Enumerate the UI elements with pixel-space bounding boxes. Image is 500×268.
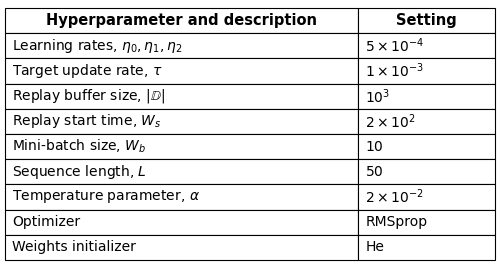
Bar [358,134,495,159]
Text: Sequence length, $L$: Sequence length, $L$ [12,163,147,181]
Text: $5 \times 10^{-4}$: $5 \times 10^{-4}$ [366,36,424,55]
Text: RMSprop: RMSprop [366,215,428,229]
Text: He: He [366,240,384,254]
Bar [5,159,358,184]
Bar [5,58,358,84]
Text: $1 \times 10^{-3}$: $1 \times 10^{-3}$ [366,62,424,80]
Text: Target update rate, $\tau$: Target update rate, $\tau$ [12,62,163,80]
Bar [5,8,358,33]
Bar [358,159,495,184]
Bar [358,58,495,84]
Text: Learning rates, $\eta_0, \eta_1, \eta_2$: Learning rates, $\eta_0, \eta_1, \eta_2$ [12,37,183,55]
Bar [5,84,358,109]
Text: Replay buffer size, $|\mathbb{D}|$: Replay buffer size, $|\mathbb{D}|$ [12,87,166,105]
Bar [5,109,358,134]
Text: $50$: $50$ [366,165,384,179]
Text: $10^3$: $10^3$ [366,87,390,106]
Bar [358,210,495,235]
Text: $10$: $10$ [366,140,384,154]
Bar [358,184,495,210]
Text: Optimizer: Optimizer [12,215,80,229]
Bar [5,33,358,58]
Bar [358,235,495,260]
Bar [5,184,358,210]
Bar [358,84,495,109]
Bar [5,134,358,159]
Bar [358,33,495,58]
Text: Hyperparameter and description: Hyperparameter and description [46,13,317,28]
Text: Setting: Setting [396,13,457,28]
Bar [358,8,495,33]
Text: Replay start time, $W_s$: Replay start time, $W_s$ [12,112,162,131]
Bar [358,109,495,134]
Bar [5,235,358,260]
Text: $2 \times 10^{2}$: $2 \times 10^{2}$ [366,112,416,131]
Text: Temperature parameter, $\alpha$: Temperature parameter, $\alpha$ [12,188,200,206]
Text: $2 \times 10^{-2}$: $2 \times 10^{-2}$ [366,188,424,206]
Text: Weights initializer: Weights initializer [12,240,136,254]
Text: Mini-batch size, $W_b$: Mini-batch size, $W_b$ [12,138,146,155]
Bar [5,210,358,235]
